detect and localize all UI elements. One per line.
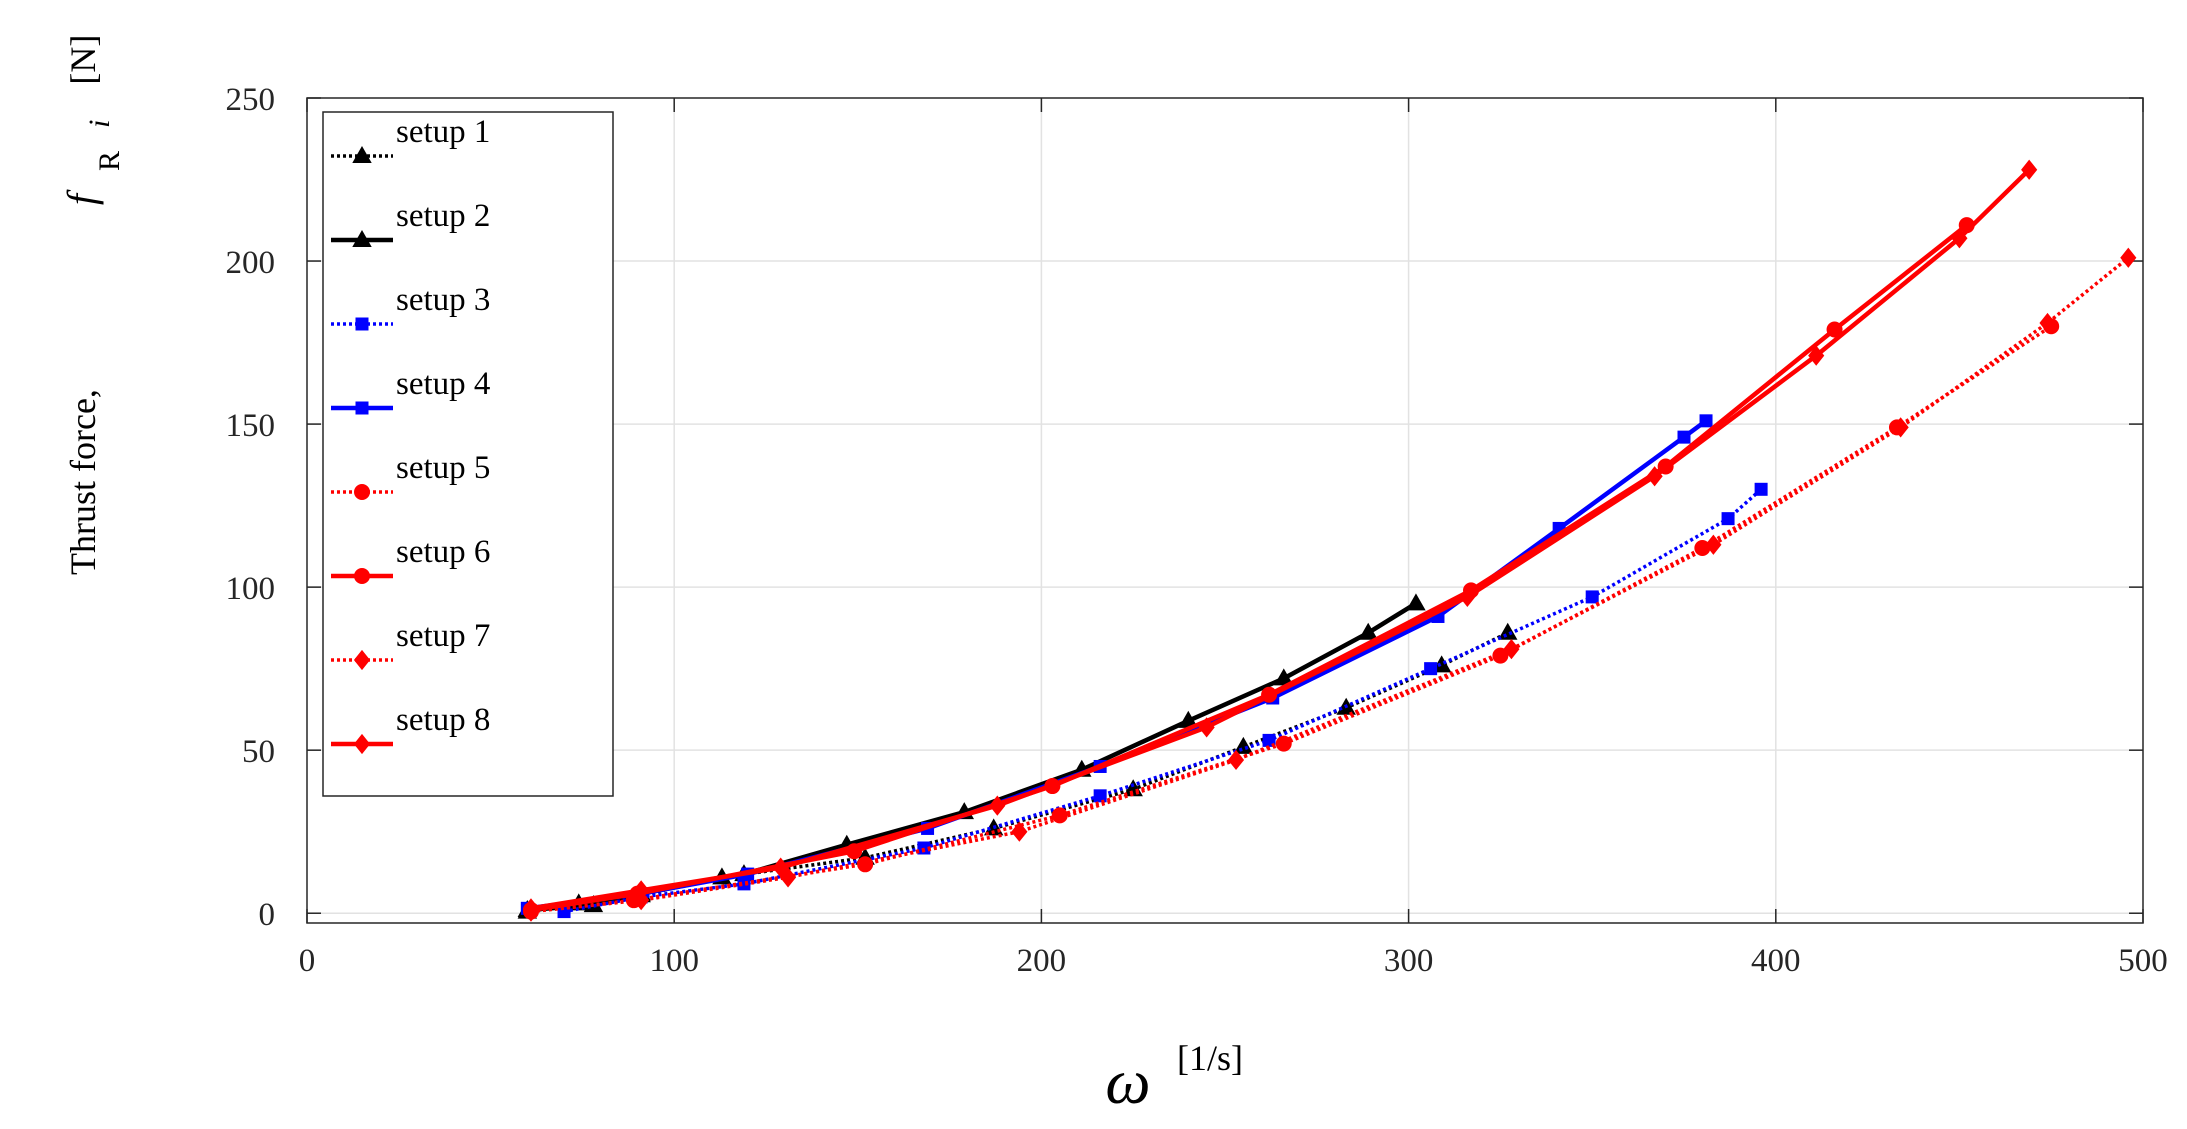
legend-marker <box>354 568 370 584</box>
data-point <box>1826 321 1843 338</box>
legend-item-setup-8: setup 8 <box>331 702 490 755</box>
data-point <box>2039 312 2056 334</box>
legend-item-setup-5: setup 5 <box>331 450 490 500</box>
y-axis-title-symbol: f <box>59 189 104 205</box>
series-line-setup-8 <box>530 168 2031 911</box>
svg-text:Thrust force, f R: Thrust force, f R i [N] <box>59 35 127 575</box>
legend-marker <box>352 145 372 163</box>
x-tick-label: 100 <box>649 943 699 979</box>
x-axis-title-symbol: ω <box>1105 1046 1150 1117</box>
data-point <box>989 795 1006 816</box>
x-axis-title-unit: [1/s] <box>1177 1038 1243 1078</box>
series-group <box>517 159 2137 922</box>
data-point <box>1754 482 1768 496</box>
legend-item-setup-6: setup 6 <box>331 534 490 584</box>
legend-marker <box>353 733 371 755</box>
series-setup-8 <box>522 159 2038 919</box>
data-point <box>1721 512 1735 526</box>
series-setup-3 <box>557 482 1768 919</box>
legend-item-setup-3: setup 3 <box>331 282 490 331</box>
data-point <box>1227 749 1245 771</box>
data-point <box>633 880 650 901</box>
x-tick-label: 200 <box>1017 943 1067 979</box>
x-tick-label: 300 <box>1384 943 1434 979</box>
legend-item-setup-2: setup 2 <box>331 198 490 247</box>
data-point <box>1275 735 1292 752</box>
data-point <box>1892 417 1909 438</box>
plot-frame <box>306 97 2144 924</box>
legend-marker <box>354 484 370 500</box>
legend-label: setup 8 <box>396 702 490 738</box>
legend-label: setup 1 <box>396 114 490 150</box>
data-point <box>1503 638 1520 660</box>
legend-label: setup 7 <box>396 618 490 654</box>
legend-label: setup 6 <box>396 534 490 570</box>
data-point <box>1808 345 1825 366</box>
y-axis-title-unit: [N] <box>63 35 103 85</box>
y-tick-label: 50 <box>242 734 275 770</box>
data-point <box>1492 647 1509 664</box>
y-axis-title: Thrust force, f R i [N] <box>59 35 127 575</box>
legend-marker <box>355 317 369 331</box>
data-point <box>1011 821 1028 842</box>
legend-box <box>322 111 614 797</box>
data-point <box>1705 534 1722 555</box>
y-tick-label: 150 <box>226 408 276 444</box>
legend-item-setup-4: setup 4 <box>331 366 490 415</box>
y-axis-title-prefix: Thrust force, <box>63 389 103 575</box>
data-point <box>1262 733 1276 747</box>
data-point <box>1198 717 1215 738</box>
data-point <box>1274 668 1294 686</box>
legend-label: setup 2 <box>396 198 490 234</box>
x-tick-label: 400 <box>1751 943 1801 979</box>
legend-marker <box>352 229 372 247</box>
y-axis-title-subscript-r: R <box>93 151 126 171</box>
data-point <box>1093 789 1107 803</box>
legend-label: setup 5 <box>396 450 490 486</box>
y-tick-label: 0 <box>259 897 276 933</box>
data-point <box>522 898 540 919</box>
data-point <box>1051 807 1068 824</box>
data-point <box>1424 662 1438 676</box>
data-point <box>1646 466 1663 487</box>
y-tick-label: 200 <box>226 245 276 281</box>
legend-marker <box>355 401 369 415</box>
data-point <box>1699 414 1713 428</box>
data-point <box>1951 228 1968 249</box>
data-point <box>779 867 797 888</box>
legend-label: setup 3 <box>396 282 490 318</box>
data-point <box>1677 430 1691 444</box>
data-point <box>772 857 789 878</box>
data-point <box>2021 159 2038 180</box>
legend-label: setup 4 <box>396 366 490 402</box>
y-tick-label: 100 <box>226 571 276 607</box>
data-point <box>1585 590 1599 604</box>
y-axis-title-subscript-i: i <box>83 120 116 128</box>
data-point <box>2120 247 2137 268</box>
legend-marker <box>353 649 371 671</box>
data-point <box>1459 586 1476 608</box>
series-line-setup-3 <box>563 487 1763 914</box>
legend-item-setup-7: setup 7 <box>331 618 490 671</box>
data-point <box>1358 622 1378 640</box>
y-tick-label: 250 <box>226 82 276 118</box>
x-tick-label: 500 <box>2118 943 2168 979</box>
legend: setup 1 setup 2 setup 3 setup 4 setup 5 setup… <box>322 111 614 797</box>
legend-item-setup-1: setup 1 <box>331 114 490 163</box>
data-point <box>1406 593 1426 611</box>
axis-ticks: 0 100 200 300 400 500 0 50 100 150 200 250 <box>226 82 2168 979</box>
x-tick-label: 0 <box>299 943 316 979</box>
series-line-setup-7 <box>530 256 2130 914</box>
